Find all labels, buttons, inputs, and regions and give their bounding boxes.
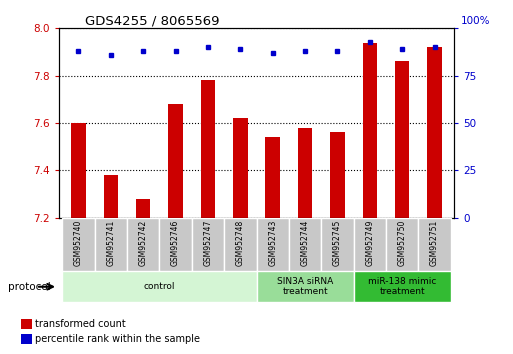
Text: GSM952743: GSM952743 — [268, 220, 277, 267]
FancyBboxPatch shape — [353, 272, 451, 302]
Bar — [363, 42, 377, 218]
Text: GSM952746: GSM952746 — [171, 220, 180, 267]
Bar — [265, 137, 280, 218]
FancyBboxPatch shape — [160, 218, 192, 271]
Bar — [395, 62, 409, 218]
FancyBboxPatch shape — [321, 218, 353, 271]
Text: GSM952740: GSM952740 — [74, 220, 83, 267]
FancyBboxPatch shape — [289, 218, 321, 271]
Bar — [330, 132, 345, 218]
Bar — [298, 128, 312, 218]
Text: GSM952749: GSM952749 — [365, 220, 374, 267]
Text: percentile rank within the sample: percentile rank within the sample — [35, 334, 200, 344]
FancyBboxPatch shape — [256, 218, 289, 271]
Text: GDS4255 / 8065569: GDS4255 / 8065569 — [85, 14, 219, 27]
Text: control: control — [144, 282, 175, 291]
Bar — [233, 118, 248, 218]
FancyBboxPatch shape — [62, 272, 256, 302]
FancyBboxPatch shape — [256, 272, 353, 302]
Bar — [201, 80, 215, 218]
FancyBboxPatch shape — [386, 218, 419, 271]
FancyBboxPatch shape — [224, 218, 256, 271]
Bar — [71, 123, 86, 218]
Text: GSM952748: GSM952748 — [236, 220, 245, 266]
Text: miR-138 mimic
treatment: miR-138 mimic treatment — [368, 277, 437, 296]
FancyBboxPatch shape — [62, 218, 94, 271]
Bar — [104, 175, 118, 218]
FancyBboxPatch shape — [127, 218, 160, 271]
Text: SIN3A siRNA
treatment: SIN3A siRNA treatment — [277, 277, 333, 296]
Text: GSM952744: GSM952744 — [301, 220, 309, 267]
Text: protocol: protocol — [8, 282, 50, 292]
Text: GSM952742: GSM952742 — [139, 220, 148, 266]
Text: GSM952750: GSM952750 — [398, 220, 407, 267]
FancyBboxPatch shape — [419, 218, 451, 271]
Text: GSM952747: GSM952747 — [204, 220, 212, 267]
Text: GSM952745: GSM952745 — [333, 220, 342, 267]
FancyBboxPatch shape — [94, 218, 127, 271]
Bar — [136, 199, 150, 218]
Bar — [427, 47, 442, 218]
Text: GSM952741: GSM952741 — [106, 220, 115, 266]
FancyBboxPatch shape — [353, 218, 386, 271]
Text: GSM952751: GSM952751 — [430, 220, 439, 266]
Text: transformed count: transformed count — [35, 319, 126, 329]
Bar — [168, 104, 183, 218]
FancyBboxPatch shape — [192, 218, 224, 271]
Text: 100%: 100% — [461, 16, 490, 25]
